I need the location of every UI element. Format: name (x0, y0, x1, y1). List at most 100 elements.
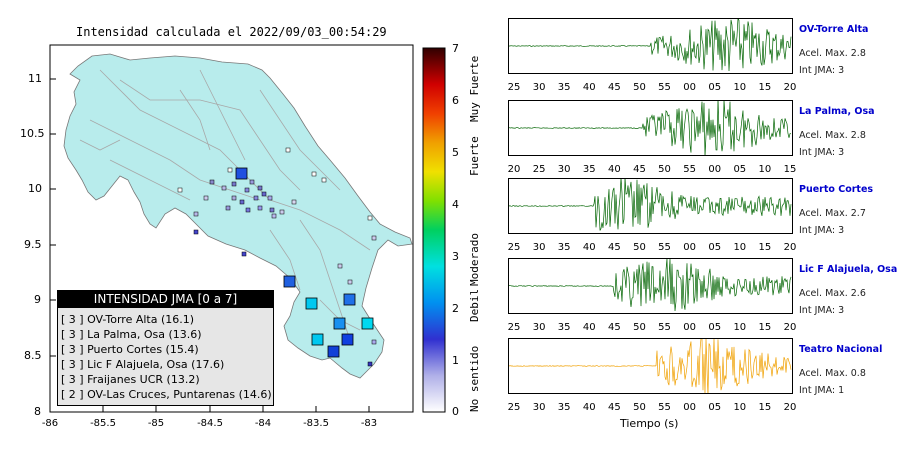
map-ytick: 10 (28, 182, 42, 195)
trace-xtick: 50 (658, 164, 671, 175)
station-accel: Acel. Max. 2.7 (799, 208, 866, 219)
map-xtick: -84 (254, 418, 272, 429)
legend-row: [ 3 ] Fraijanes UCR (13.2) (61, 373, 200, 386)
map-xtick: -86 (41, 418, 59, 429)
colorbar-tick: 2 (452, 302, 459, 315)
trace-xtick: 30 (532, 322, 546, 333)
trace-xtick: 40 (582, 402, 596, 413)
trace-xtick: 35 (557, 322, 571, 333)
minor-stations (177, 147, 377, 367)
station-jma: Int JMA: 3 (799, 225, 845, 236)
colorbar-tick: 1 (452, 354, 459, 367)
station-accel: Acel. Max. 2.8 (799, 48, 866, 59)
trace-xtick: 00 (683, 322, 696, 333)
trace-xtick: 10 (758, 164, 772, 175)
trace-xtick: 50 (633, 242, 646, 253)
station-name[interactable]: Puerto Cortes (799, 184, 874, 195)
trace-xtick: 45 (607, 402, 621, 413)
trace-xtick: 40 (582, 242, 596, 253)
trace-xtick: 40 (582, 82, 596, 93)
map-xtick: -85 (147, 418, 165, 429)
trace-xtick: 40 (582, 322, 596, 333)
station-name[interactable]: La Palma, Osa (799, 106, 875, 117)
colorbar-tick: 3 (452, 250, 459, 263)
trace-xtick: 05 (708, 402, 722, 413)
trace-xtick: 35 (582, 164, 596, 175)
trace-xtick: 10 (733, 402, 747, 413)
trace-xtick: 00 (683, 242, 696, 253)
trace-xtick: 45 (607, 82, 621, 93)
trace-xtick: 25 (507, 322, 521, 333)
trace-xtick: 25 (507, 402, 521, 413)
station-name[interactable]: Lic F Alajuela, Osa (799, 264, 898, 275)
trace-xtick: 20 (783, 82, 797, 93)
trace-xtick: 25 (507, 242, 521, 253)
legend-row: [ 3 ] OV-Torre Alta (16.1) (61, 313, 195, 326)
trace-xtick: 45 (607, 322, 621, 333)
legend-title: INTENSIDAD JMA [0 a 7] (57, 290, 274, 308)
trace-xtick: 10 (733, 322, 747, 333)
trace-xtick: 20 (783, 242, 797, 253)
station-jma: Int JMA: 3 (799, 65, 845, 76)
trace-xtick: 35 (557, 242, 571, 253)
trace-xtick: 30 (532, 402, 546, 413)
trace-xtick: 05 (733, 164, 747, 175)
trace-xtick: 10 (733, 242, 747, 253)
trace-xtick: 00 (708, 164, 722, 175)
colorbar-word: Fuerte (468, 136, 481, 176)
colorbar (422, 47, 446, 413)
map-ytick: 8.5 (24, 349, 42, 362)
station-name[interactable]: Teatro Nacional (799, 344, 883, 355)
trace-xtick: 15 (758, 402, 772, 413)
trace-xtick: 35 (557, 82, 571, 93)
station-name[interactable]: OV-Torre Alta (799, 24, 869, 35)
trace-xtick: 20 (783, 322, 797, 333)
map-xtick: -85.5 (90, 418, 116, 429)
legend-row: [ 3 ] Lic F Alajuela, Osa (17.6) (61, 358, 225, 371)
trace-panel[interactable] (508, 18, 793, 74)
seismogram-trace (509, 18, 792, 72)
map-xtick: -83 (360, 418, 378, 429)
seismogram-trace (508, 258, 792, 312)
map-xtick: -83.5 (303, 418, 329, 429)
map-axis-ticks (49, 78, 370, 413)
trace-xtick: 00 (683, 82, 696, 93)
trace-panel[interactable] (508, 97, 793, 157)
colorbar-word: No sentido (468, 345, 481, 412)
map-xtick: -84.5 (197, 418, 223, 429)
colorbar-word: Debil (468, 288, 481, 322)
trace-panel[interactable] (508, 176, 793, 234)
trace-xtick: 30 (532, 242, 546, 253)
trace-xtick: 00 (683, 402, 696, 413)
colorbar-tick: 4 (452, 198, 459, 211)
trace-xtick: 10 (733, 82, 747, 93)
trace-xtick: 55 (683, 164, 696, 175)
trace-xtick: 55 (658, 242, 671, 253)
map-ytick: 11 (28, 72, 42, 85)
legend-row: [ 3 ] Puerto Cortes (15.4) (61, 343, 199, 356)
station-accel: Acel. Max. 2.8 (799, 130, 866, 141)
trace-xtick: 40 (607, 164, 621, 175)
trace-panel[interactable] (508, 337, 793, 397)
traces-xlabel: Tiempo (s) (620, 417, 679, 430)
station-accel: Acel. Max. 0.8 (799, 368, 866, 379)
trace-xtick: 20 (783, 402, 797, 413)
trace-xtick: 50 (633, 322, 646, 333)
map-title: Intensidad calculada el 2022/09/03_00:54… (76, 25, 387, 39)
trace-xtick: 15 (758, 322, 772, 333)
trace-xtick: 35 (557, 402, 571, 413)
trace-panel[interactable] (508, 258, 793, 314)
trace-xtick: 05 (708, 242, 722, 253)
colorbar-word: Moderado (468, 233, 481, 286)
trace-xtick: 45 (607, 242, 621, 253)
trace-xtick: 15 (758, 242, 772, 253)
seismogram-trace (508, 176, 792, 231)
trace-xtick: 25 (532, 164, 546, 175)
station-jma: Int JMA: 1 (799, 385, 845, 396)
station-jma: Int JMA: 3 (799, 305, 845, 316)
map-ytick: 9.5 (24, 238, 42, 251)
station-jma: Int JMA: 3 (799, 147, 845, 158)
colorbar-tick: 6 (452, 94, 459, 107)
map-ytick: 8 (34, 405, 41, 418)
trace-xtick: 15 (783, 164, 797, 175)
